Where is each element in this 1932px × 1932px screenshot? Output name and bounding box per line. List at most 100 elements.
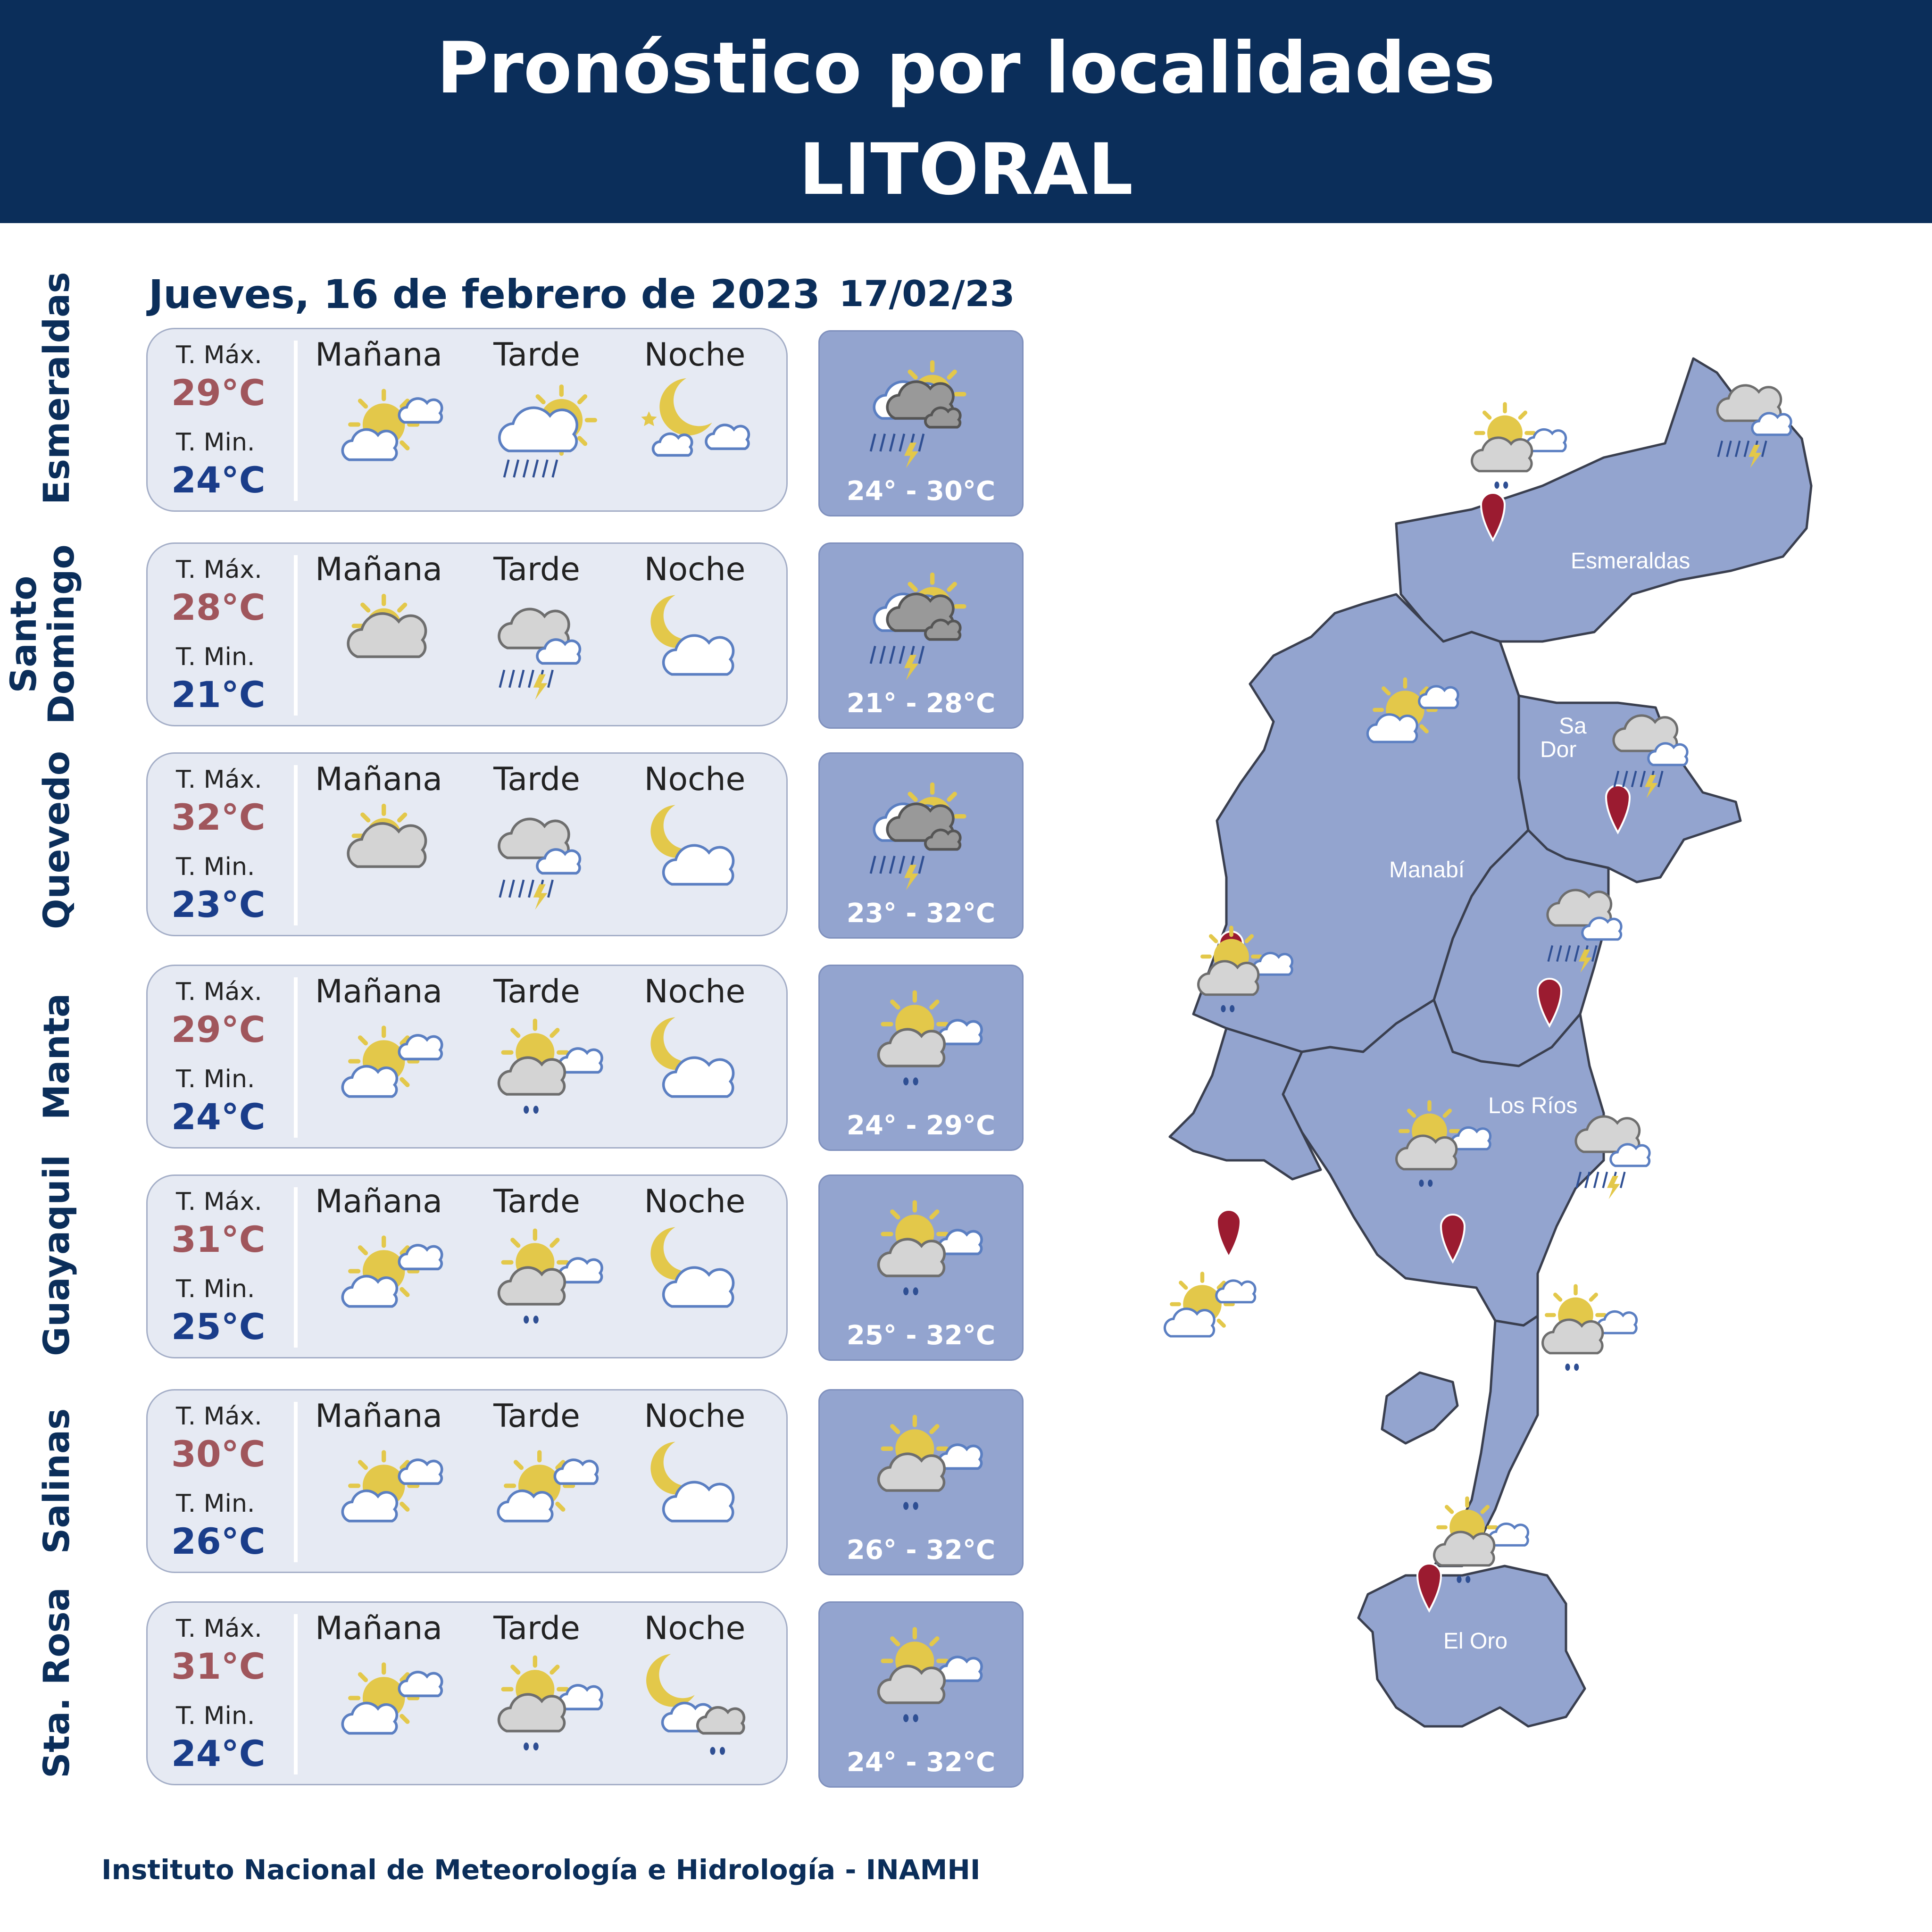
next-day-date: 17/02/23 <box>839 273 1015 315</box>
region-title: LITORAL <box>799 129 1133 211</box>
period-night: Noche <box>644 551 746 588</box>
tmin-value: 24°C <box>171 1096 266 1138</box>
island-puna <box>1381 1371 1459 1445</box>
period-afternoon: Tarde <box>493 1398 580 1435</box>
storm-icon <box>498 608 582 700</box>
cloudy-sun-icon <box>347 803 427 868</box>
map-label-santa-elena: Santa Elena <box>1231 1256 1355 1281</box>
tmin-value: 25°C <box>171 1306 266 1348</box>
period-night: Noche <box>644 1183 746 1220</box>
sun-cloud-rain-icon <box>498 384 597 478</box>
period-morning: Mañana <box>315 551 442 588</box>
tmax-label: T. Máx. <box>176 1615 262 1643</box>
map-label-dor: Dor <box>1540 737 1576 762</box>
tmax-label: T. Máx. <box>176 1188 262 1216</box>
location-label-esmeraldas: Esmeraldas <box>35 272 77 505</box>
page-title: Pronóstico por localidades <box>436 27 1496 109</box>
tmin-label: T. Min. <box>176 428 255 457</box>
next-day-range: 25° - 32°C <box>846 1320 996 1351</box>
sun-clouds-icon <box>341 1450 443 1523</box>
map-sun-cloud-drizzle-icon <box>1433 1496 1530 1583</box>
location-label-santo-domingo: Santo Domingo <box>2 544 82 724</box>
period-night: Noche <box>644 973 746 1010</box>
forecast-card: T. Máx. 28°C T. Min. 21°C Mañana Tarde N… <box>146 542 788 726</box>
tmin-label: T. Min. <box>176 1065 255 1093</box>
divider <box>294 1402 298 1562</box>
tmax-value: 30°C <box>171 1433 266 1475</box>
forecast-date: Jueves, 16 de febrero de 2023 <box>149 271 820 317</box>
location-label-quevedo: Quevedo <box>35 751 77 929</box>
moon-cloud-icon <box>650 1017 735 1098</box>
map-label-esmeraldas: Esmeraldas <box>1571 549 1690 574</box>
divider <box>294 977 298 1138</box>
period-night: Noche <box>644 761 746 798</box>
period-morning: Mañana <box>315 1610 442 1647</box>
next-day-card: 24° - 29°C <box>818 965 1024 1151</box>
pin-quevedo <box>1536 978 1563 1028</box>
map-sun-cloud-drizzle-icon <box>1541 1284 1638 1371</box>
map-storm-icon <box>1716 384 1792 468</box>
sun-cloud-drizzle-icon <box>497 1228 603 1324</box>
forecast-card: T. Máx. 31°C T. Min. 25°C Mañana Tarde N… <box>146 1174 788 1358</box>
tmin-value: 21°C <box>171 674 266 716</box>
next-day-card: 25° - 32°C <box>818 1174 1024 1361</box>
pin-salinas <box>1216 1209 1242 1259</box>
forecast-card: T. Máx. 30°C T. Min. 26°C Mañana Tarde N… <box>146 1389 788 1573</box>
cloudy-sun-icon <box>347 593 427 658</box>
province-santa-elena <box>1168 1027 1322 1181</box>
tmin-value: 24°C <box>171 1732 266 1774</box>
moon-clouds-icon <box>641 378 750 457</box>
map-sun-cloud-drizzle-icon <box>1197 925 1294 1013</box>
forecast-card: T. Máx. 29°C T. Min. 24°C Mañana Tarde N… <box>146 965 788 1149</box>
moon-cloud-icon <box>650 595 735 676</box>
period-morning: Mañana <box>315 1183 442 1220</box>
tmax-label: T. Máx. <box>176 766 262 794</box>
divider <box>294 1614 298 1774</box>
next-day-card: 24° - 30°C <box>818 330 1024 516</box>
divider <box>294 341 298 501</box>
next-day-card: 26° - 32°C <box>818 1389 1024 1575</box>
map-storm-icon <box>1546 889 1623 973</box>
sun-cloud-drizzle-icon <box>877 990 983 1086</box>
sun-clouds-icon <box>341 1025 443 1098</box>
period-morning: Mañana <box>315 973 442 1010</box>
period-afternoon: Tarde <box>493 1183 580 1220</box>
map-label-sa: Sa <box>1559 714 1587 739</box>
sun-cloud-drizzle-icon <box>877 1415 983 1510</box>
period-night: Noche <box>644 1398 746 1435</box>
next-day-range: 21° - 28°C <box>846 688 996 719</box>
map-storm-icon <box>1574 1115 1651 1199</box>
divider <box>294 555 298 716</box>
moon-cloud-drizzle-icon <box>646 1654 746 1755</box>
tmin-value: 23°C <box>171 883 266 925</box>
tmax-value: 31°C <box>171 1645 266 1687</box>
location-label-salinas: Salinas <box>35 1408 77 1554</box>
tmin-label: T. Min. <box>176 1275 255 1303</box>
tmax-value: 32°C <box>171 796 266 838</box>
map-label-el-oro: El Oro <box>1443 1629 1507 1654</box>
tmin-label: T. Min. <box>176 1702 255 1730</box>
province-el-oro <box>1357 1565 1586 1728</box>
forecast-card: T. Máx. 32°C T. Min. 23°C Mañana Tarde N… <box>146 752 788 936</box>
sun-cloud-drizzle-icon <box>877 1200 983 1296</box>
tmax-value: 29°C <box>171 1008 266 1050</box>
storm-sun-icon <box>869 782 966 891</box>
period-morning: Mañana <box>315 761 442 798</box>
pin-santo-domingo <box>1605 784 1631 835</box>
period-night: Noche <box>644 1610 746 1647</box>
next-day-range: 23° - 32°C <box>846 898 996 929</box>
divider <box>294 1187 298 1348</box>
sun-clouds-icon <box>341 1235 443 1308</box>
location-label-sta-rosa: Sta. Rosa <box>35 1587 77 1778</box>
sun-cloud-drizzle-icon <box>497 1018 603 1114</box>
map-cloudy-drizzle-icon <box>1395 1100 1492 1187</box>
moon-cloud-icon <box>650 1441 735 1523</box>
period-afternoon: Tarde <box>493 761 580 798</box>
storm-sun-icon <box>869 360 966 468</box>
map-sun-clouds-icon <box>1163 1272 1257 1338</box>
storm-sun-icon <box>869 572 966 681</box>
tmin-value: 24°C <box>171 459 266 501</box>
litoral-map: Esmeraldas Manabí Los Ríos Santa Elena E… <box>1163 357 1813 1728</box>
header-banner: Pronóstico por localidades LITORAL <box>0 0 1932 223</box>
pin-esmeraldas <box>1480 492 1506 542</box>
